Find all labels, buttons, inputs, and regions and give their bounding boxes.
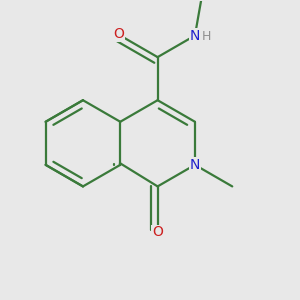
- Text: H: H: [202, 30, 211, 43]
- Text: N: N: [190, 28, 200, 43]
- Text: O: O: [152, 226, 163, 239]
- Text: N: N: [190, 158, 200, 172]
- Text: O: O: [113, 27, 124, 41]
